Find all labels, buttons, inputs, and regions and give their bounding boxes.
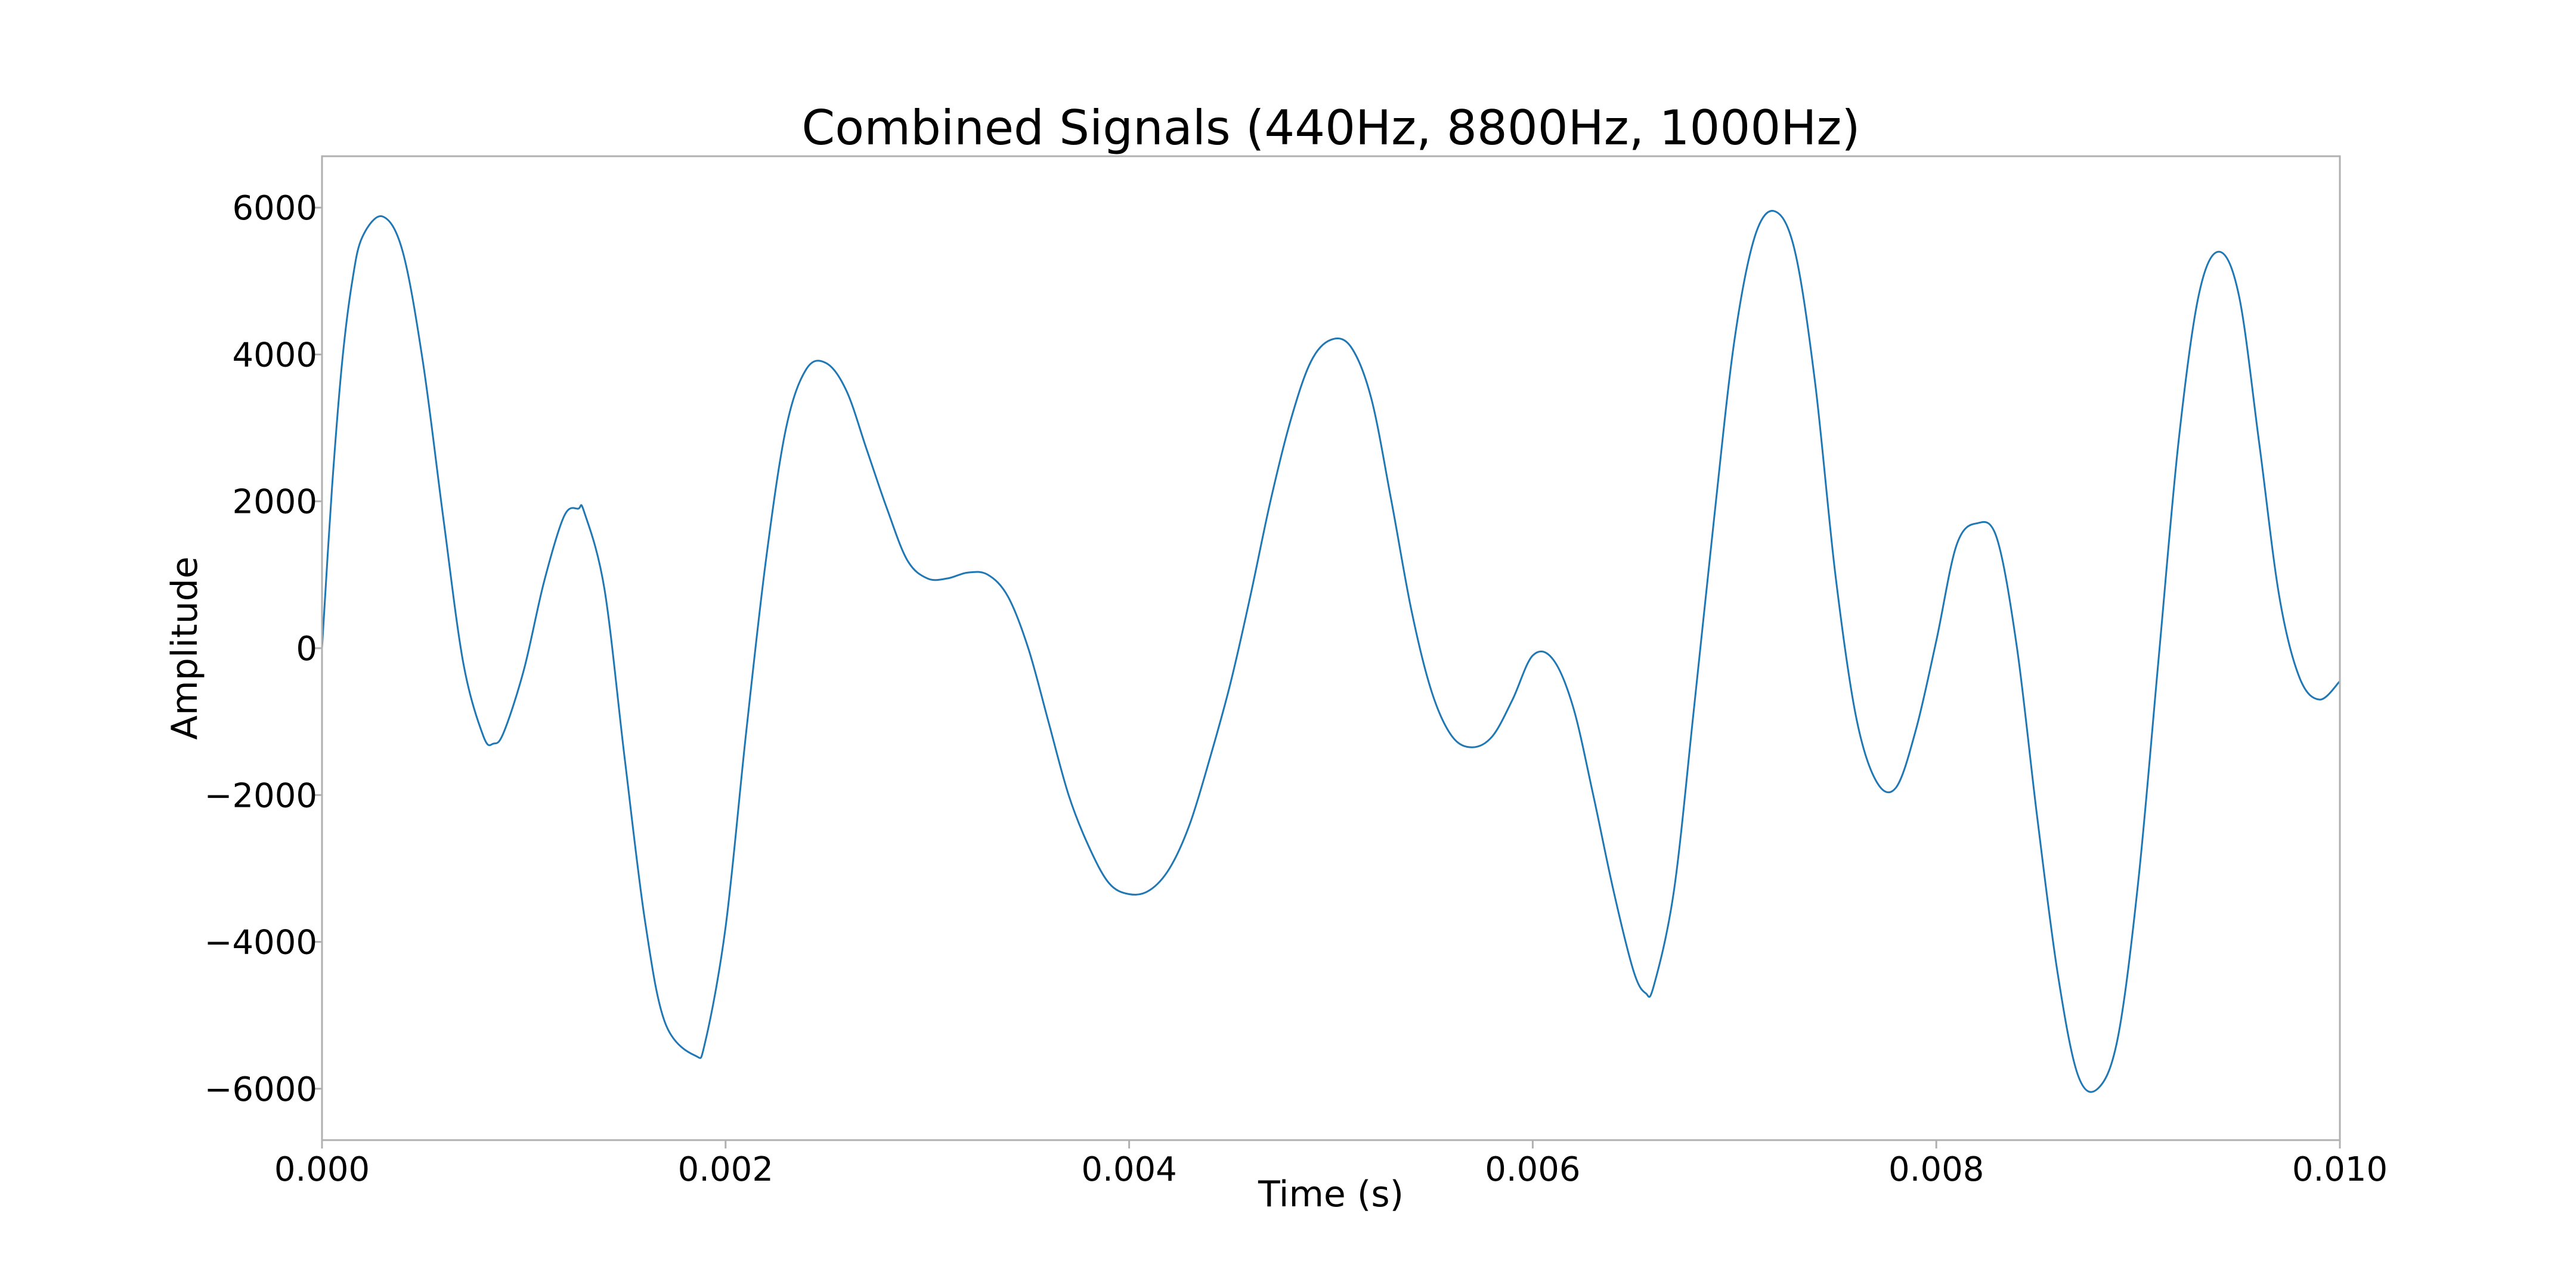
y-tick-label: 4000 — [232, 336, 317, 374]
chart-title: Combined Signals (440Hz, 8800Hz, 1000Hz) — [801, 100, 1860, 156]
x-tick-label: 0.000 — [274, 1150, 370, 1189]
x-tick-label: 0.008 — [1888, 1150, 1984, 1189]
x-axis-label: Time (s) — [1258, 1174, 1404, 1215]
y-tick-label: −4000 — [205, 924, 317, 962]
y-axis: 6000 4000 2000 0 −2000 −4000 −6000 — [205, 189, 322, 1109]
x-tick-label: 0.006 — [1485, 1150, 1580, 1189]
y-tick-label: 0 — [296, 630, 317, 668]
y-axis-label: Amplitude — [164, 556, 206, 739]
x-tick-label: 0.004 — [1081, 1150, 1176, 1189]
x-tick-label: 0.002 — [678, 1150, 773, 1189]
series-line-0 — [321, 210, 2341, 1093]
y-tick-label: 2000 — [232, 483, 317, 522]
series-layer — [321, 210, 2341, 1093]
y-tick-label: −6000 — [205, 1070, 317, 1109]
y-tick-label: 6000 — [232, 189, 317, 228]
x-tick-label: 0.010 — [2292, 1150, 2388, 1189]
x-axis: 0.000 0.002 0.004 0.006 0.008 0.010 — [274, 1140, 2388, 1189]
plot-frame — [321, 155, 2341, 1141]
y-tick-label: −2000 — [205, 776, 317, 815]
